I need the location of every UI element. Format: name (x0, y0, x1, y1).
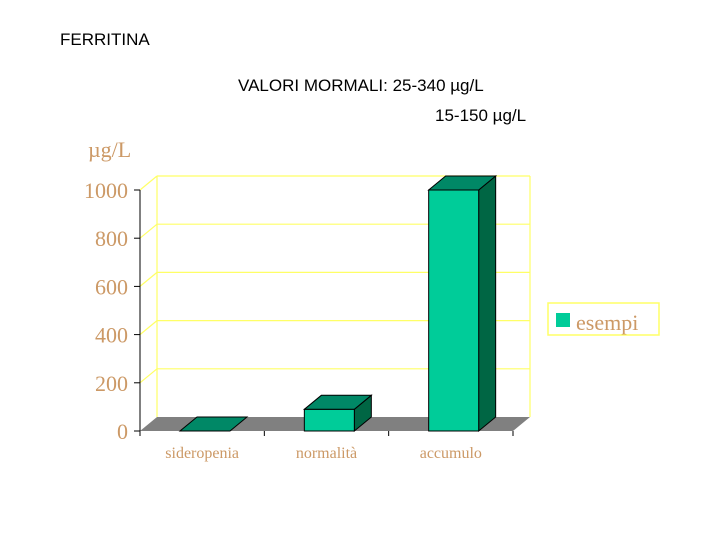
gridline-side (139, 223, 158, 239)
category-label: normalità (296, 445, 357, 462)
category-label: accumulo (420, 445, 482, 462)
y-tick-label: 0 (117, 419, 128, 444)
normal-values-line-1: VALORI MORMALI: 25-340 µg/L (238, 76, 484, 95)
bar-front (303, 408, 355, 432)
y-tick-label: 400 (95, 323, 128, 348)
y-axis-unit-label: µg/L (88, 137, 132, 162)
category-label: sideropenia (165, 445, 239, 462)
gridline-side (139, 320, 158, 336)
y-tick-label: 600 (95, 274, 128, 299)
bar-side (478, 174, 497, 433)
chart-title: FERRITINA (60, 30, 150, 49)
normal-values-line-2: 15-150 µg/L (435, 106, 527, 125)
bar-layer (178, 174, 498, 433)
gridline-side (139, 368, 158, 384)
bar (302, 394, 373, 433)
bar (427, 174, 498, 433)
gridline-side (139, 271, 158, 287)
bar-top (178, 416, 249, 432)
legend: esempi (547, 302, 660, 336)
y-tick-label: 200 (95, 371, 128, 396)
y-tick-label: 1000 (84, 178, 128, 203)
y-axis: 0 200 400 600 800 1000 (84, 178, 141, 444)
bar-top (427, 175, 498, 191)
legend-label: esempi (576, 310, 638, 335)
category-labels: sideropenia normalità accumulo (139, 431, 514, 462)
legend-swatch (556, 313, 570, 327)
y-tick-label: 800 (95, 226, 128, 251)
bar (178, 416, 249, 432)
gridline-side (139, 175, 158, 191)
bar-front (428, 189, 480, 432)
bar-top (302, 394, 373, 410)
